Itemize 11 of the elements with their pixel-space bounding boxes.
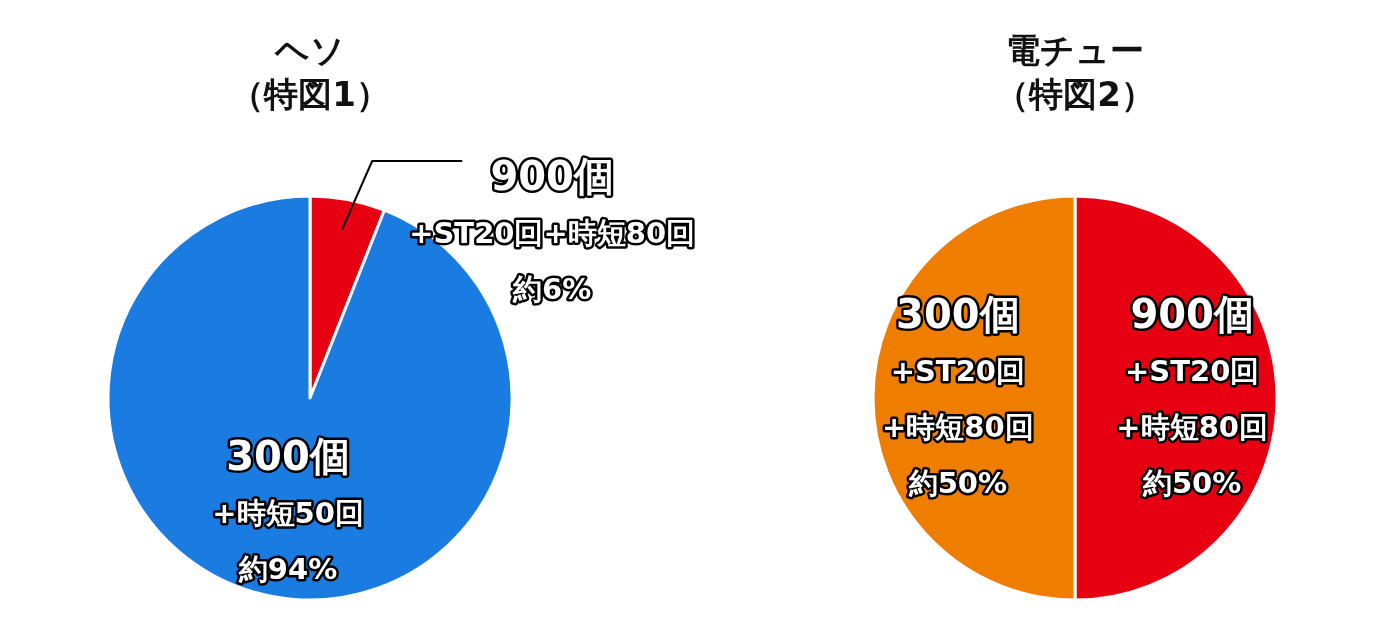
slice-label: 300個 +時短50回 [212, 433, 364, 531]
slice-label: 300個 +ST20回 +時短80回 [882, 291, 1034, 444]
chart-subtitle: （特図1） [230, 74, 390, 114]
chart-title: 電チュー [1006, 30, 1144, 70]
data-label: 約50% [907, 466, 1008, 500]
chart-subtitle: （特図2） [995, 74, 1155, 114]
data-label: 約6% [512, 272, 592, 306]
slice-label: 900個 +ST20回 +時短80回 [1116, 291, 1268, 444]
data-label: 約50% [1141, 466, 1242, 500]
data-label: 約94% [237, 552, 338, 587]
chart-title: ヘソ [274, 30, 345, 70]
